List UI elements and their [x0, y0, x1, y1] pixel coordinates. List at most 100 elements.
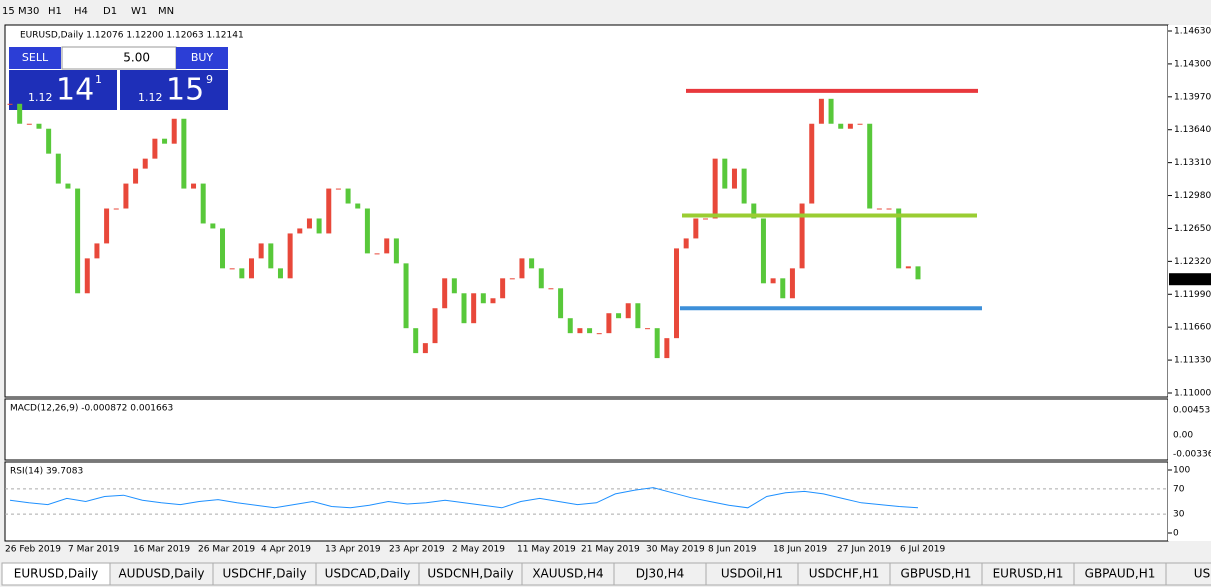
candle [335, 188, 341, 190]
candle [480, 293, 486, 304]
tab[interactable] [1165, 562, 1211, 586]
tab-label[interactable]: EURUSD,Daily [14, 567, 99, 581]
candle [220, 228, 226, 269]
price-tick-label: 1.11000 [1174, 389, 1211, 399]
sell-button[interactable] [9, 47, 61, 69]
candle [142, 158, 148, 169]
toolbar [0, 0, 1211, 22]
tab-label[interactable]: USDCNH,Daily [427, 567, 513, 581]
candle [915, 266, 921, 280]
price-tick-label: 1.13310 [1174, 158, 1211, 168]
tab-label[interactable]: USDCAD,Daily [325, 567, 411, 581]
candle [577, 328, 583, 334]
candle [191, 183, 197, 189]
macd-panel [4, 398, 1169, 461]
candle [345, 188, 351, 204]
price-tick-label: 1.11660 [1174, 323, 1211, 333]
candle [818, 98, 824, 124]
buy-big: 15 [166, 73, 204, 108]
candle [741, 168, 747, 204]
candle [46, 128, 52, 154]
tab-label[interactable]: AUDUSD,Daily [118, 567, 204, 581]
macd-tick: 0.00 [1173, 431, 1193, 441]
timeframe-button[interactable]: MN [158, 6, 174, 17]
candle [17, 103, 23, 124]
tab-label[interactable]: GBPUSD,H1 [901, 567, 972, 581]
candle [113, 208, 119, 210]
candle [133, 168, 139, 184]
sell-price-box[interactable] [9, 70, 117, 110]
price-tick-label: 1.11990 [1174, 290, 1211, 300]
buy-price-box[interactable] [120, 70, 228, 110]
price-tick-label: 1.12980 [1174, 191, 1211, 201]
timeframe-button[interactable]: W1 [131, 6, 147, 17]
candle [789, 268, 795, 299]
tab-label[interactable]: EURUSD,H1 [993, 567, 1064, 581]
timeframe-button[interactable]: D1 [103, 6, 117, 17]
price-tick-label: 1.12320 [1174, 257, 1211, 267]
candle [461, 293, 467, 324]
candle [500, 278, 506, 299]
candle [326, 188, 332, 234]
candle [558, 288, 564, 319]
candle [84, 258, 90, 294]
tab-label[interactable]: USDOil,H1 [721, 567, 783, 581]
price-tick-label: 1.12650 [1174, 224, 1211, 234]
candle [809, 123, 815, 204]
candle [509, 278, 515, 280]
timeframe-button[interactable]: H4 [74, 6, 88, 17]
timeframe-button[interactable]: 15 [2, 6, 15, 17]
candle [886, 208, 892, 210]
timeframe-button[interactable]: H1 [48, 6, 62, 17]
lot-input[interactable] [61, 46, 177, 70]
candle [596, 333, 602, 335]
candle [152, 138, 158, 159]
candle [538, 268, 544, 289]
candle [258, 243, 264, 259]
candle [587, 328, 593, 334]
price-tick-label: 1.11330 [1174, 356, 1211, 366]
tab-label[interactable]: XAUUSD,H4 [532, 567, 603, 581]
candle [200, 183, 206, 224]
sell-label: SELL [22, 51, 49, 64]
candle [722, 158, 728, 189]
candle [442, 278, 448, 309]
sell-big: 14 [56, 73, 94, 108]
price-tick-label: 1.13640 [1174, 125, 1211, 135]
tab-label[interactable]: USDCHF,H1 [809, 567, 879, 581]
candle [799, 203, 805, 269]
candle [297, 228, 303, 234]
candle [712, 158, 718, 219]
current-price-marker [1169, 273, 1211, 286]
date-label: 26 Feb 2019 [5, 545, 61, 555]
date-label: 18 Jun 2019 [773, 545, 827, 555]
buy-button[interactable] [176, 47, 228, 69]
date-label: 26 Mar 2019 [198, 545, 255, 555]
tab-label[interactable]: USDJP [1194, 567, 1211, 581]
timeframe-button[interactable]: M30 [18, 6, 39, 17]
buy-prefix: 1.12 [138, 91, 163, 104]
tab-label[interactable]: DJ30,H4 [636, 567, 685, 581]
candle [693, 218, 699, 239]
lot-value: 5.00 [123, 51, 150, 65]
candle [181, 118, 187, 189]
candle [683, 238, 689, 249]
candle [828, 98, 834, 124]
candle [751, 203, 757, 219]
candle [519, 258, 525, 279]
tab-label[interactable]: GBPAUD,H1 [1085, 567, 1156, 581]
candle [731, 168, 737, 189]
rsi-line [9, 487, 919, 509]
date-label: 16 Mar 2019 [133, 545, 190, 555]
candle [171, 118, 177, 144]
price-tick-label: 1.13970 [1174, 92, 1211, 102]
rsi-tick-label: 100 [1173, 466, 1190, 476]
tab-label[interactable]: USDCHF,Daily [222, 567, 306, 581]
rsi-tick-label: 70 [1173, 484, 1185, 494]
candle [451, 278, 457, 294]
candle [7, 103, 13, 105]
sell-sup: 1 [95, 73, 102, 86]
date-label: 27 Jun 2019 [837, 545, 891, 555]
candle [548, 288, 554, 290]
